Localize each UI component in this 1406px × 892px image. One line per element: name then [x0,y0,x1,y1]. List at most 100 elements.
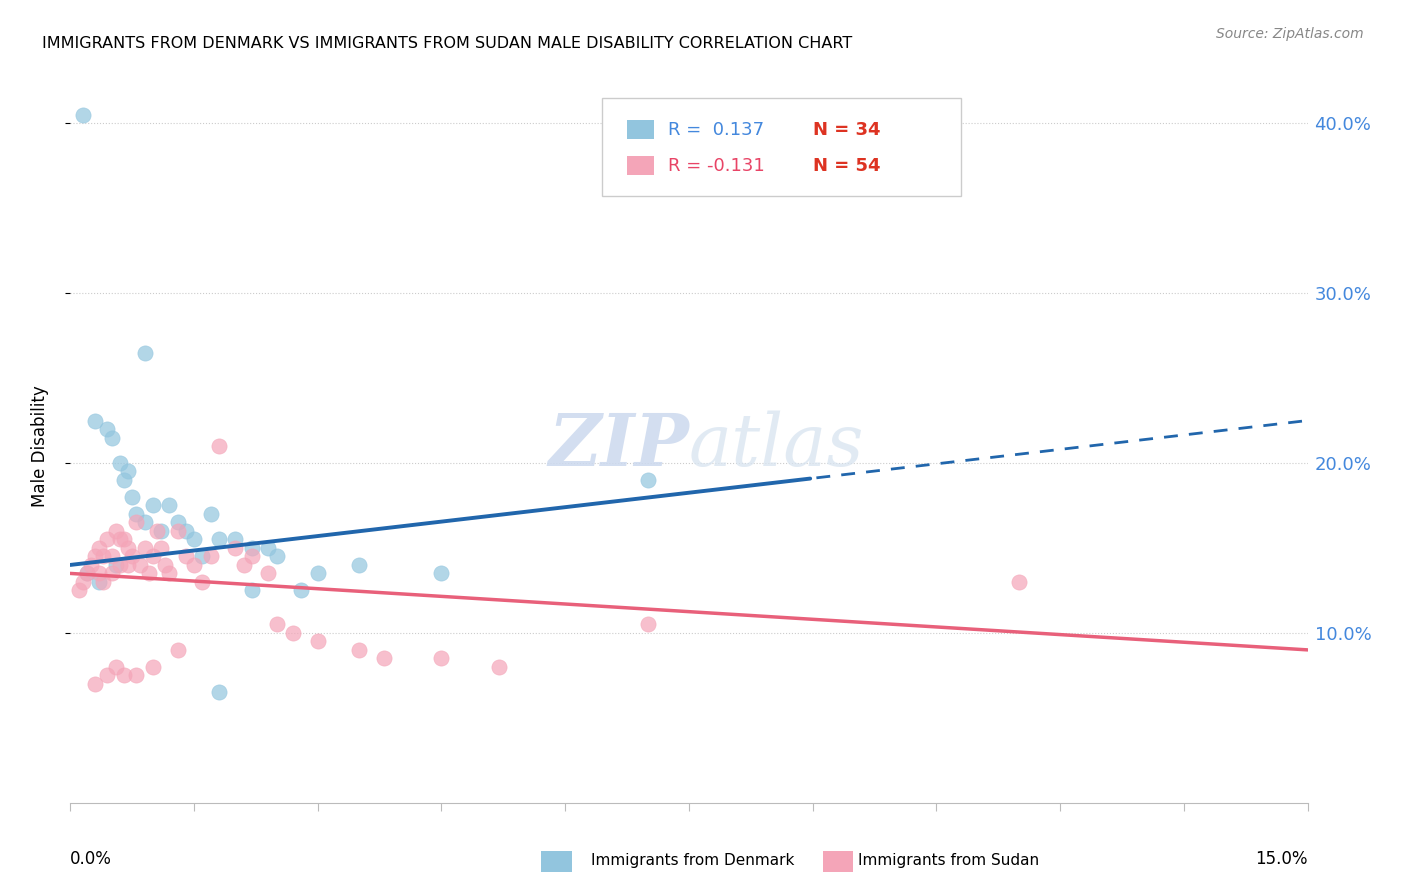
Point [174,524,197,538]
Point [240,541,263,555]
Point [257,566,280,581]
Point [108,533,131,547]
Point [232,558,254,572]
Point [373,651,395,665]
Point [117,541,139,555]
Point [117,558,139,572]
Point [89,574,111,589]
Point [121,490,143,504]
Point [150,541,173,555]
Point [104,660,127,674]
Text: N = 34: N = 34 [813,121,880,139]
Text: atlas: atlas [689,410,865,482]
Point [281,626,304,640]
Point [100,549,122,564]
Point [307,566,329,581]
Point [121,549,143,564]
Point [89,541,111,555]
FancyBboxPatch shape [627,120,654,139]
Point [125,668,148,682]
Text: 15.0%: 15.0% [1256,850,1308,869]
Text: 0.0%: 0.0% [70,850,112,869]
Point [488,660,510,674]
Point [307,634,329,648]
Point [84,677,107,691]
Point [430,566,453,581]
Point [67,583,90,598]
Point [100,566,122,581]
Point [84,413,107,427]
Point [96,533,118,547]
Point [347,643,370,657]
Text: Source: ZipAtlas.com: Source: ZipAtlas.com [1216,27,1364,41]
Point [208,439,231,453]
Point [224,541,246,555]
Point [100,430,122,444]
Point [138,566,160,581]
Point [430,651,453,665]
Point [146,524,169,538]
Point [224,533,246,547]
Text: R =  0.137: R = 0.137 [668,121,763,139]
Point [80,558,103,572]
Point [240,549,263,564]
Point [200,507,222,521]
Point [104,524,127,538]
FancyBboxPatch shape [602,98,962,196]
Text: R = -0.131: R = -0.131 [668,157,765,175]
Point [191,574,214,589]
Point [142,549,165,564]
Point [108,456,131,470]
Point [112,668,135,682]
Text: ZIP: ZIP [548,410,689,482]
Point [191,549,214,564]
Point [129,558,152,572]
Text: N = 54: N = 54 [813,157,880,175]
Point [72,108,94,122]
Point [347,558,370,572]
Point [637,473,659,487]
Point [84,549,107,564]
Point [76,566,98,581]
Point [183,533,205,547]
Point [112,533,135,547]
Point [134,541,156,555]
Point [1008,574,1031,589]
Text: IMMIGRANTS FROM DENMARK VS IMMIGRANTS FROM SUDAN MALE DISABILITY CORRELATION CHA: IMMIGRANTS FROM DENMARK VS IMMIGRANTS FR… [42,36,852,51]
Point [240,583,263,598]
Point [117,465,139,479]
Point [157,566,180,581]
Point [166,643,188,657]
Point [104,558,127,572]
Point [157,499,180,513]
Point [208,533,231,547]
Point [142,499,165,513]
Point [153,558,176,572]
Text: Immigrants from Denmark: Immigrants from Denmark [591,854,794,868]
Text: Immigrants from Sudan: Immigrants from Sudan [858,854,1039,868]
Point [125,516,148,530]
Y-axis label: Male Disability: Male Disability [31,385,49,507]
Point [91,549,114,564]
Point [266,617,288,632]
Point [134,345,156,359]
Point [208,685,231,699]
Point [183,558,205,572]
Point [142,660,165,674]
Point [166,524,188,538]
Point [96,668,118,682]
Point [257,541,280,555]
Point [89,566,111,581]
Point [72,574,94,589]
Point [108,558,131,572]
Point [637,617,659,632]
Point [174,549,197,564]
Point [290,583,312,598]
Point [166,516,188,530]
FancyBboxPatch shape [627,156,654,175]
Point [266,549,288,564]
Point [112,473,135,487]
Point [200,549,222,564]
Point [76,566,98,581]
Point [91,574,114,589]
